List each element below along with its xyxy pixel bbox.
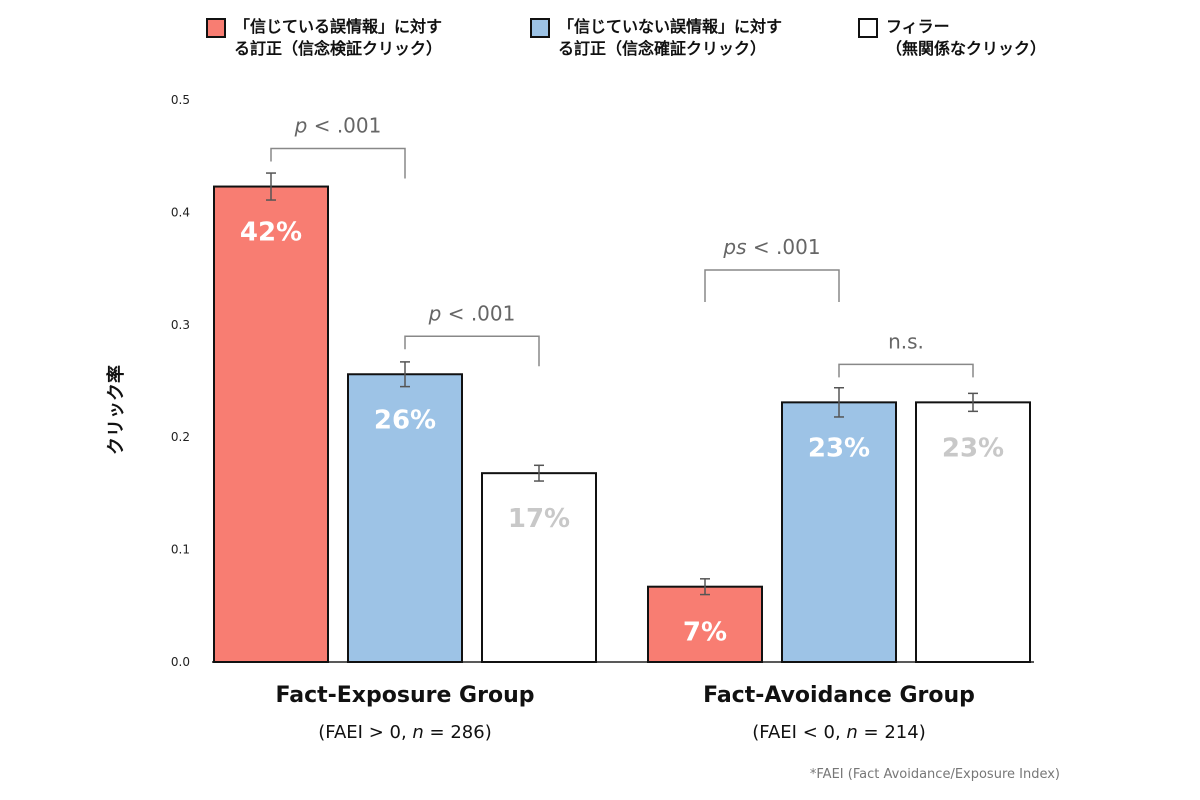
legend-swatch-red (206, 18, 226, 38)
bar-value-label: 26% (374, 405, 436, 435)
significance-bracket (404, 335, 540, 367)
significance-label: p < .001 (428, 301, 516, 325)
bars: 42% 26% 17% 7% 23% 23% (212, 172, 1034, 664)
bar (347, 373, 463, 663)
y-tick-label: 0.2 (171, 430, 190, 444)
y-axis: 0.0 0.1 0.2 0.3 0.4 0.5 (171, 93, 190, 669)
bar (781, 401, 897, 663)
bar-value-label: 23% (808, 433, 870, 463)
legend-swatch-white (858, 18, 878, 38)
significance-bracket (704, 269, 840, 302)
y-tick-label: 0.3 (171, 318, 190, 332)
bar (481, 472, 597, 663)
significance-annotations: p < .001 p < .001 ps < .001 n.s. (270, 114, 974, 378)
group-subtitle: (FAEI > 0, n = 286) (318, 722, 491, 743)
y-tick-label: 0.1 (171, 543, 190, 557)
group-subtitle: (FAEI < 0, n = 214) (752, 722, 925, 743)
bar (915, 401, 1031, 663)
significance-bracket (838, 363, 974, 378)
group-labels: Fact-Exposure Group (FAEI > 0, n = 286) Fa… (276, 683, 975, 743)
group-title: Fact-Exposure Group (276, 683, 535, 708)
significance-bracket (270, 147, 406, 179)
y-tick-label: 0.0 (171, 655, 190, 669)
legend-item-belief-confirmation: 「信じていない誤情報」に対す る訂正（信念確証クリック） (530, 16, 782, 60)
group-title: Fact-Avoidance Group (703, 683, 975, 708)
legend-item-filler: フィラー （無関係なクリック） (858, 16, 1046, 60)
significance-label: n.s. (888, 329, 924, 353)
legend: 「信じている誤情報」に対す る訂正（信念検証クリック） 「信じていない誤情報」に… (0, 16, 1200, 76)
bar-value-label: 23% (942, 433, 1004, 463)
footnote: *FAEI (Fact Avoidance/Exposure Index) (810, 767, 1060, 782)
y-axis-label: クリック率 (105, 365, 127, 455)
bar (213, 185, 329, 663)
bar-value-label: 17% (508, 504, 570, 534)
legend-item-belief-verification: 「信じている誤情報」に対す る訂正（信念検証クリック） (206, 16, 442, 60)
legend-label-belief-verification: 「信じている誤情報」に対す る訂正（信念検証クリック） (234, 17, 443, 58)
y-tick-label: 0.5 (171, 93, 190, 107)
significance-label: p < .001 (294, 114, 382, 138)
y-tick-label: 0.4 (171, 205, 190, 219)
bar-value-label: 7% (683, 618, 727, 648)
legend-swatch-blue (530, 18, 550, 38)
bar-value-label: 42% (240, 218, 302, 248)
legend-label-belief-confirmation: 「信じていない誤情報」に対す る訂正（信念確証クリック） (558, 17, 783, 58)
legend-label-filler: フィラー （無関係なクリック） (886, 17, 1047, 58)
bar (647, 585, 763, 664)
significance-label: ps < .001 (722, 235, 820, 259)
